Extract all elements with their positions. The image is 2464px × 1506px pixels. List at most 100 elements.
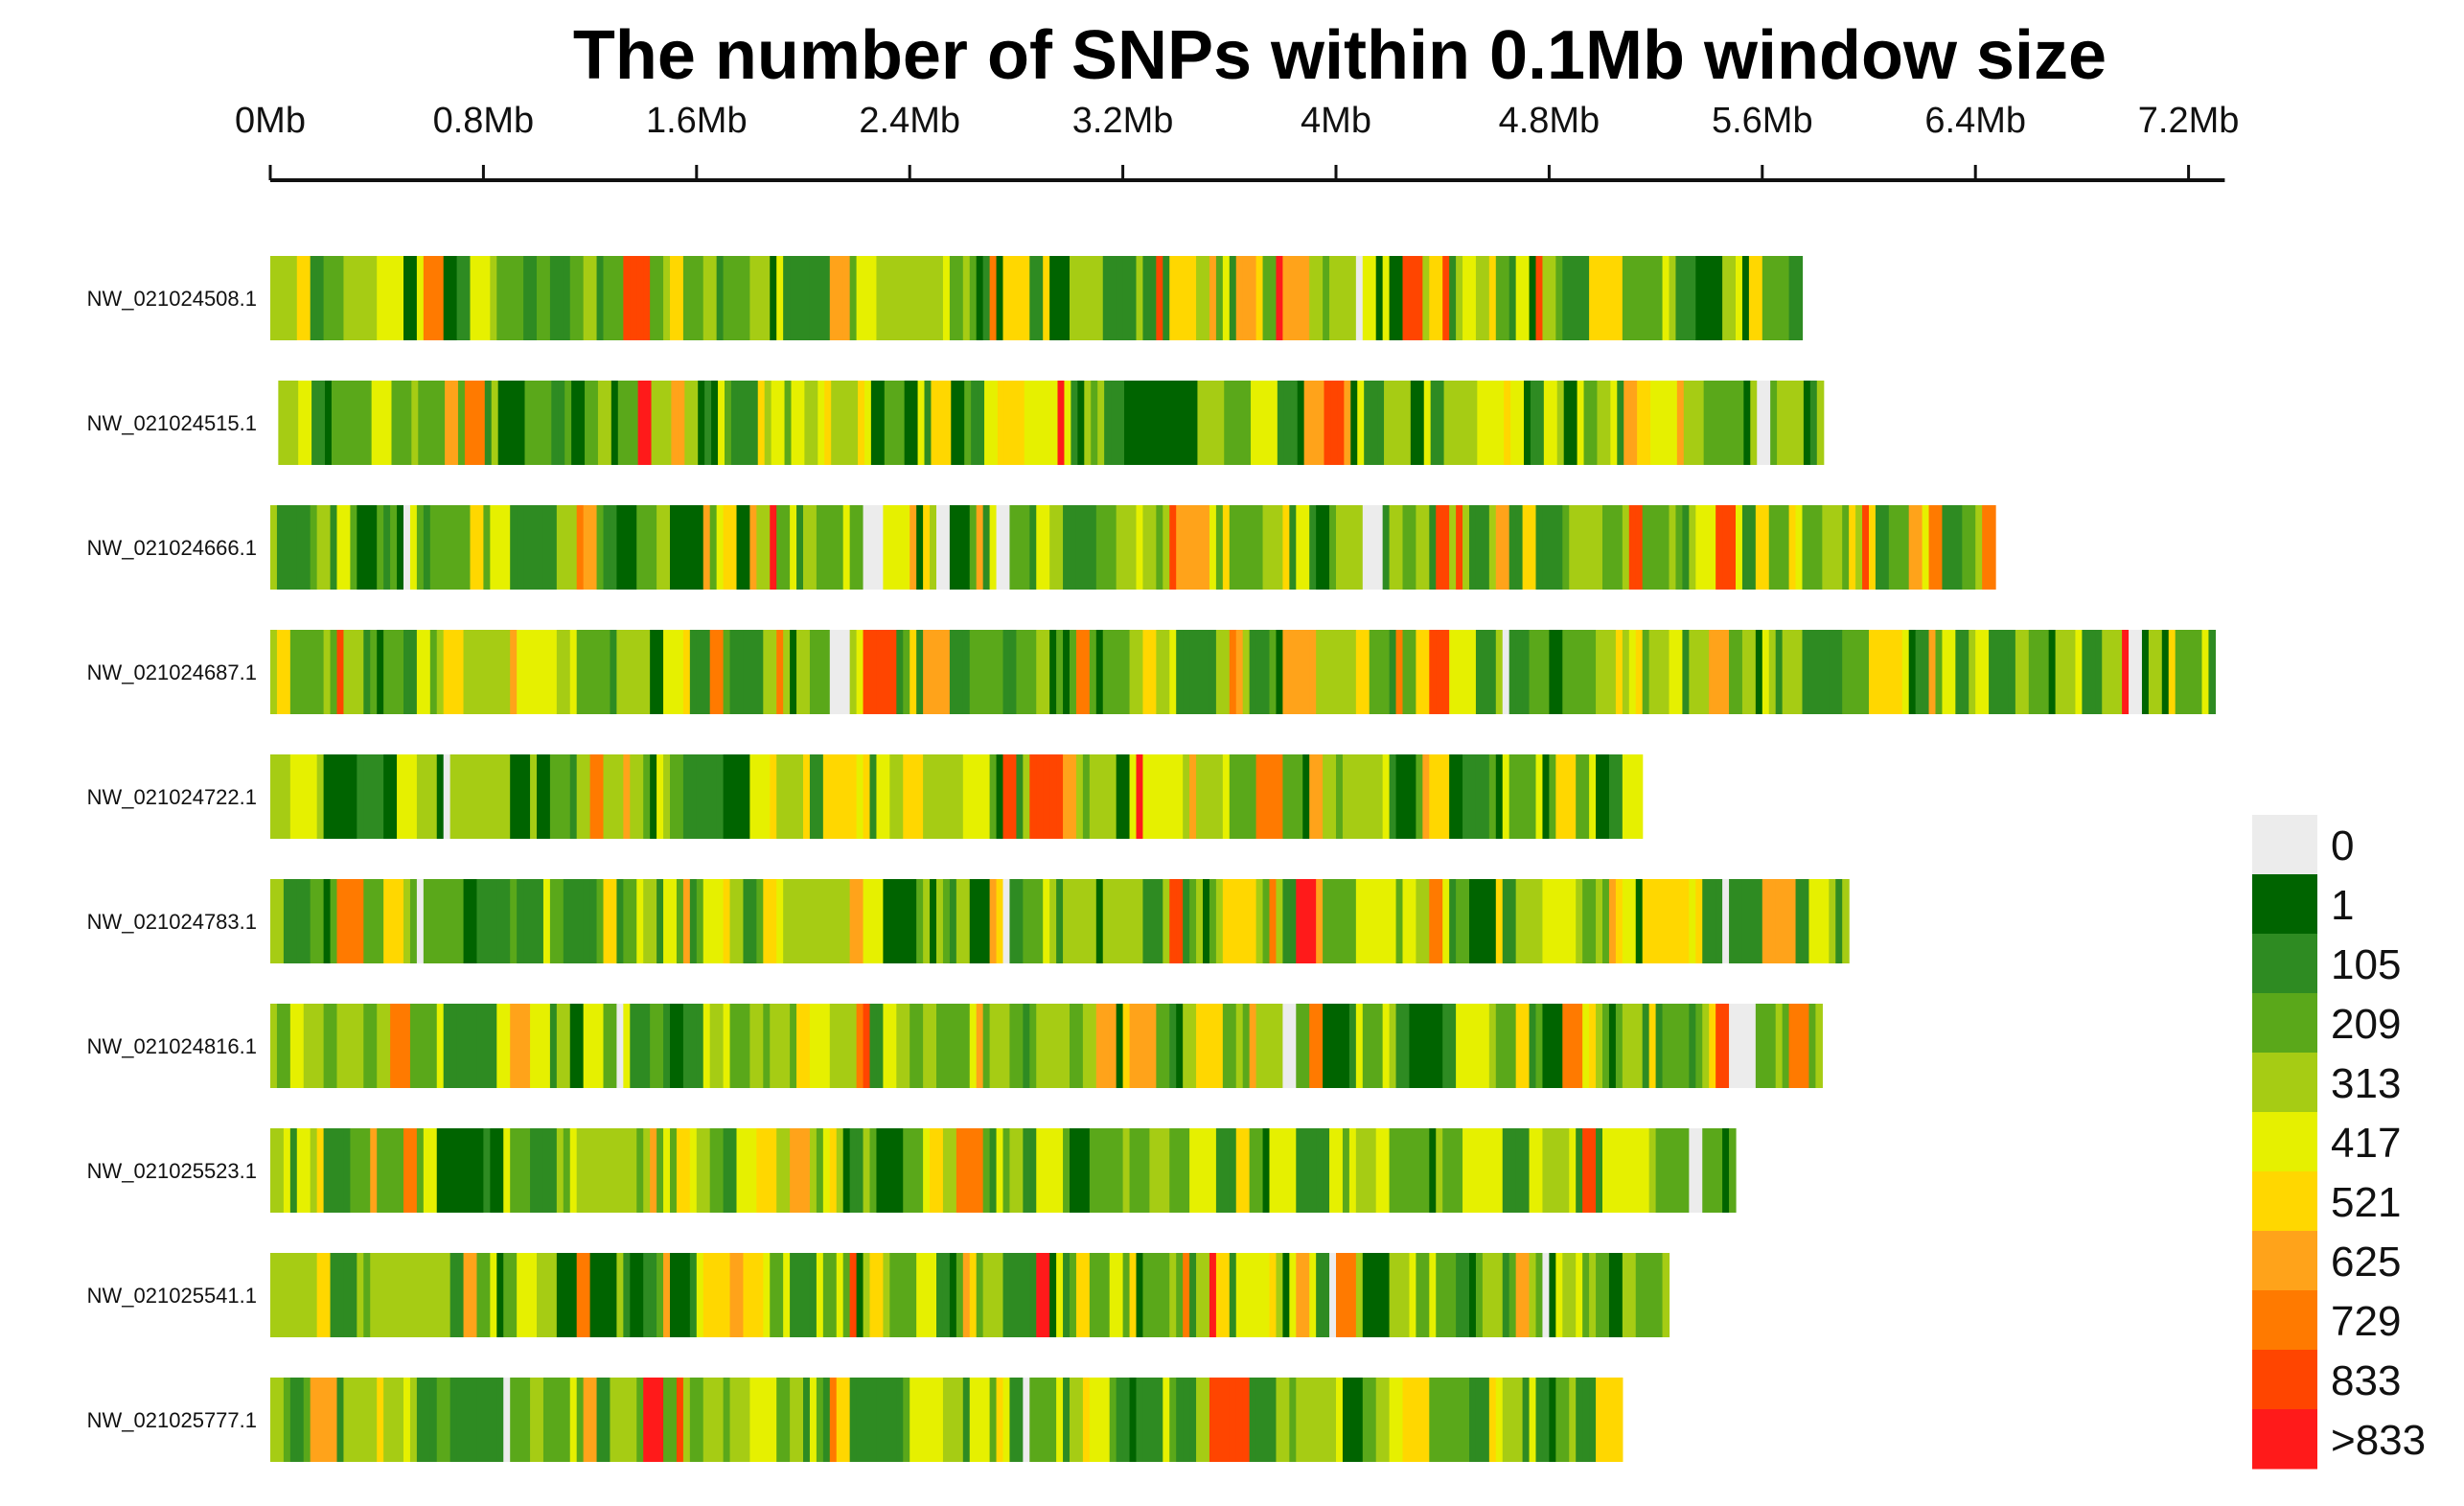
snp-window-cell <box>285 381 292 465</box>
snp-window-cell <box>1442 256 1450 340</box>
snp-window-cell <box>449 505 458 590</box>
snp-window-cell <box>1569 630 1577 714</box>
snp-window-cell <box>1475 505 1484 590</box>
snp-window-cell <box>569 256 578 340</box>
snp-window-cell <box>370 256 378 340</box>
snp-window-cell <box>851 381 859 465</box>
snp-window-cell <box>510 630 518 714</box>
snp-window-cell <box>483 1004 491 1088</box>
snp-window-cell <box>1508 630 1517 714</box>
snp-window-cell <box>770 754 777 839</box>
snp-window-cell <box>1044 381 1052 465</box>
snp-window-cell <box>1235 1378 1244 1462</box>
snp-window-cell <box>1482 754 1490 839</box>
snp-window-cell <box>1429 754 1437 839</box>
snp-window-cell <box>763 256 771 340</box>
snp-window-cell <box>1488 879 1497 963</box>
snp-window-cell <box>1449 1253 1457 1337</box>
snp-window-cell <box>1276 505 1283 590</box>
snp-window-cell <box>1576 1004 1583 1088</box>
snp-window-cell <box>416 754 425 839</box>
snp-window-cell <box>1384 381 1392 465</box>
snp-window-cell <box>503 1004 511 1088</box>
snp-window-cell <box>1390 381 1398 465</box>
snp-window-cell <box>1269 505 1278 590</box>
row-label: NW_021025523.1 <box>87 1159 257 1183</box>
snp-window-cell <box>2122 630 2130 714</box>
snp-window-cell <box>1229 879 1237 963</box>
snp-window-cell <box>864 381 872 465</box>
snp-window-cell <box>403 1253 411 1337</box>
snp-window-cell <box>556 1378 564 1462</box>
snp-window-cell <box>1477 381 1485 465</box>
snp-window-cell <box>436 505 445 590</box>
snp-window-cell <box>1855 505 1863 590</box>
snp-window-cell <box>283 1378 291 1462</box>
snp-window-cell <box>549 1378 558 1462</box>
snp-window-cell <box>1535 754 1544 839</box>
snp-window-cell <box>1289 1004 1297 1088</box>
snp-window-cell <box>1309 630 1317 714</box>
snp-window-cell <box>869 754 878 839</box>
snp-window-cell <box>1255 1004 1264 1088</box>
snp-window-cell <box>1409 505 1416 590</box>
snp-window-cell <box>610 1253 617 1337</box>
snp-window-cell <box>1016 1004 1024 1088</box>
snp-window-cell <box>1755 630 1763 714</box>
snp-window-cell <box>409 256 418 340</box>
snp-window-cell <box>822 754 831 839</box>
snp-window-cell <box>829 256 838 340</box>
snp-window-cell <box>476 1128 484 1213</box>
snp-window-cell <box>1689 505 1696 590</box>
snp-window-cell <box>1462 630 1470 714</box>
snp-window-cell <box>542 754 551 839</box>
snp-window-cell <box>1462 1128 1470 1213</box>
snp-window-cell <box>1237 381 1245 465</box>
snp-window-cell <box>923 630 931 714</box>
snp-window-cell <box>610 754 617 839</box>
snp-window-cell <box>956 505 964 590</box>
snp-window-cell <box>1149 505 1157 590</box>
snp-window-cell <box>378 381 386 465</box>
snp-window-cell <box>910 1253 917 1337</box>
snp-window-cell <box>2175 630 2183 714</box>
snp-window-cell <box>930 1378 937 1462</box>
snp-window-cell <box>790 1004 797 1088</box>
snp-window-cell <box>729 1128 738 1213</box>
snp-window-cell <box>942 256 951 340</box>
snp-window-cell <box>650 754 657 839</box>
snp-window-cell <box>1324 381 1332 465</box>
snp-window-cell <box>1104 381 1112 465</box>
snp-window-cell <box>576 1004 585 1088</box>
snp-window-cell <box>1788 256 1797 340</box>
snp-window-cell <box>1770 381 1778 465</box>
snp-window-cell <box>877 381 886 465</box>
snp-window-cell <box>470 630 478 714</box>
snp-window-cell <box>1395 630 1404 714</box>
snp-window-cell <box>1355 879 1364 963</box>
snp-window-cell <box>770 1253 777 1337</box>
snp-window-cell <box>1336 1378 1344 1462</box>
snp-window-cell <box>1596 1378 1603 1462</box>
snp-window-cell <box>1676 381 1685 465</box>
snp-window-cell <box>1482 256 1490 340</box>
snp-window-cell <box>1782 1004 1790 1088</box>
snp-window-cell <box>1344 381 1351 465</box>
legend-swatch <box>2252 1290 2317 1351</box>
snp-window-cell <box>676 1378 684 1462</box>
snp-window-cell <box>883 1378 890 1462</box>
snp-window-cell <box>364 381 373 465</box>
snp-window-cell <box>1515 1253 1524 1337</box>
snp-window-cell <box>1502 505 1510 590</box>
snp-window-cell <box>1330 381 1338 465</box>
snp-window-cell <box>589 256 598 340</box>
snp-window-cell <box>1709 630 1716 714</box>
snp-window-cell <box>1070 505 1077 590</box>
snp-window-cell <box>976 630 984 714</box>
snp-window-cell <box>2088 630 2096 714</box>
snp-window-cell <box>1262 1128 1271 1213</box>
snp-window-cell <box>603 1378 611 1462</box>
snp-window-cell <box>524 381 533 465</box>
snp-window-cell <box>1748 505 1757 590</box>
snp-window-cell <box>423 1378 431 1462</box>
